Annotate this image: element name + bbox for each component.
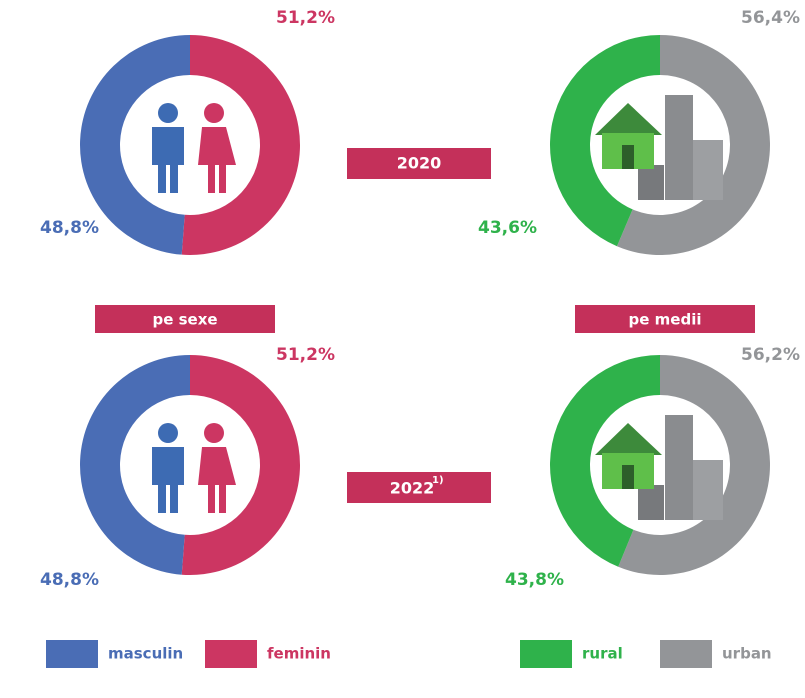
value-label: 43,8% [505, 570, 564, 590]
group-label: pe sexe [152, 311, 217, 329]
group-box [575, 305, 755, 333]
icon [158, 103, 178, 123]
legend-label: masculin [108, 645, 183, 663]
donut-segment [616, 35, 770, 255]
value-label: 51,2% [276, 345, 335, 365]
donut-chart: 48,8% 51,2% [40, 8, 335, 255]
donut-segment [181, 355, 300, 575]
value-label: 48,8% [40, 218, 99, 238]
legend-label: urban [722, 645, 772, 663]
donut-chart: 48,8% 51,2% [40, 345, 335, 590]
year-box [347, 148, 491, 179]
donut-segment [618, 355, 770, 575]
legend-swatch [660, 640, 712, 668]
icon [622, 145, 634, 169]
group-label: pe medii [629, 311, 702, 329]
icon [693, 460, 723, 520]
icon [158, 423, 178, 443]
icon [198, 127, 236, 193]
year-box [347, 472, 491, 503]
icon [152, 447, 184, 513]
legend-swatch [46, 640, 98, 668]
value-label: 43,6% [478, 218, 537, 238]
group-box [95, 305, 275, 333]
value-label: 48,8% [40, 570, 99, 590]
icon [595, 423, 662, 455]
donut-chart: 43,6% 56,4% [478, 8, 800, 255]
donut-segment [79, 354, 190, 575]
icon [204, 423, 224, 443]
icon [595, 103, 662, 135]
donut-chart: 43,8% 56,2% [505, 345, 800, 590]
donut-segment [550, 35, 660, 247]
legend-label: rural [582, 645, 623, 663]
icon [665, 415, 693, 520]
year-label: 2022 [390, 479, 435, 498]
icon [152, 127, 184, 193]
icon [622, 465, 634, 489]
icon [693, 140, 723, 200]
value-label: 56,2% [741, 345, 800, 365]
legend-swatch [520, 640, 572, 668]
icon [638, 165, 664, 200]
donut-segment [181, 35, 300, 255]
donut-segment [549, 355, 660, 567]
donut-segment [79, 35, 190, 255]
icon [198, 447, 236, 513]
icon [204, 103, 224, 123]
year-label: 2020 [397, 154, 442, 173]
legend-label: feminin [267, 645, 331, 663]
value-label: 56,4% [741, 8, 800, 28]
icon [638, 485, 664, 520]
year-note: 1) [432, 475, 444, 486]
legend-swatch [205, 640, 257, 668]
value-label: 51,2% [276, 8, 335, 28]
icon [665, 95, 693, 200]
